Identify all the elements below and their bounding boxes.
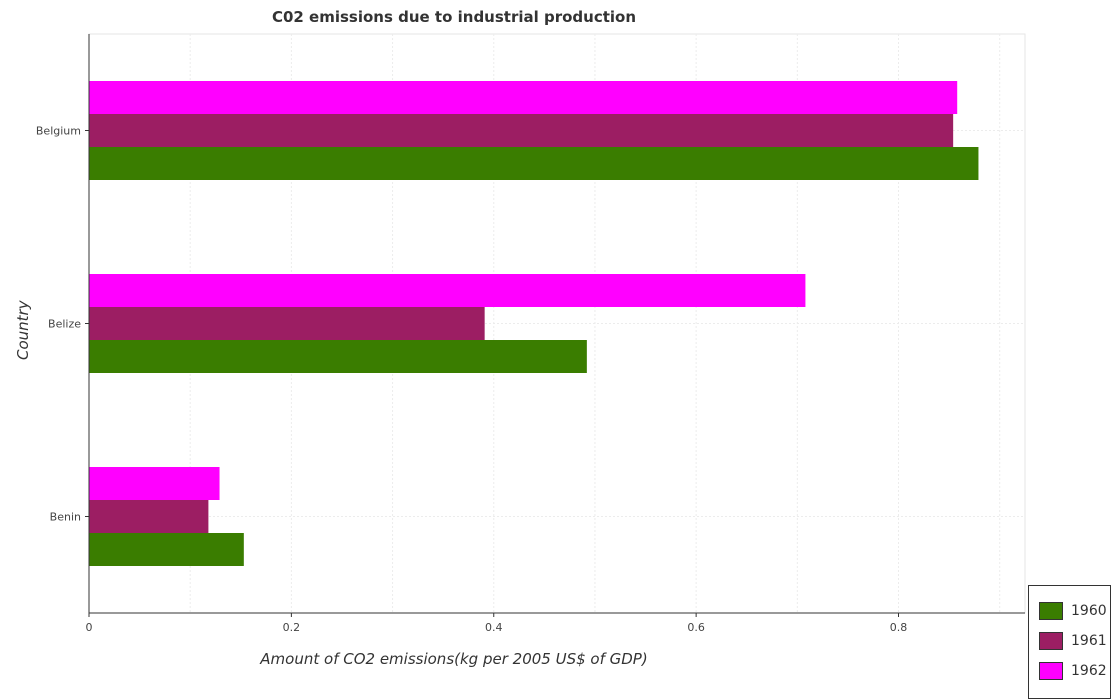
legend-label-1960: 1960 (1071, 603, 1107, 619)
bar-belize-1961 (89, 307, 485, 340)
bar-belize-1962 (89, 274, 806, 307)
bar-belgium-1962 (89, 81, 958, 114)
bar-benin-1961 (89, 500, 209, 533)
y-tick-label: Belize (48, 318, 81, 331)
x-tick-label: 0 (86, 621, 93, 634)
legend-item-1960: 1960 (1039, 601, 1107, 621)
legend-swatch-1960 (1039, 602, 1063, 620)
bar-belgium-1961 (89, 114, 954, 147)
x-tick-label: 0.8 (890, 621, 908, 634)
legend-item-1962: 1962 (1039, 661, 1107, 681)
bar-belize-1960 (89, 340, 587, 373)
axes: 0 0.2 0.4 0.6 0.8 Belgium Belize Benin (36, 34, 1025, 634)
chart-title: C02 emissions due to industrial producti… (271, 8, 637, 26)
legend-label-1962: 1962 (1071, 663, 1107, 679)
bar-benin-1960 (89, 533, 244, 566)
y-tick-label: Benin (50, 511, 81, 524)
y-axis-label: Country (14, 300, 32, 360)
legend-item-1961: 1961 (1039, 631, 1107, 651)
y-tick-label: Belgium (36, 125, 81, 138)
x-tick-label: 0.6 (687, 621, 705, 634)
x-axis-label: Amount of CO2 emissions(kg per 2005 US$ … (260, 650, 648, 668)
legend: 1960 1961 1962 (1028, 585, 1111, 699)
x-tick-label: 0.2 (283, 621, 301, 634)
legend-label-1961: 1961 (1071, 633, 1107, 649)
x-tick-label: 0.4 (485, 621, 503, 634)
legend-swatch-1962 (1039, 662, 1063, 680)
bar-benin-1962 (89, 467, 220, 500)
bar-belgium-1960 (89, 147, 979, 180)
bars (89, 81, 979, 566)
legend-swatch-1961 (1039, 632, 1063, 650)
